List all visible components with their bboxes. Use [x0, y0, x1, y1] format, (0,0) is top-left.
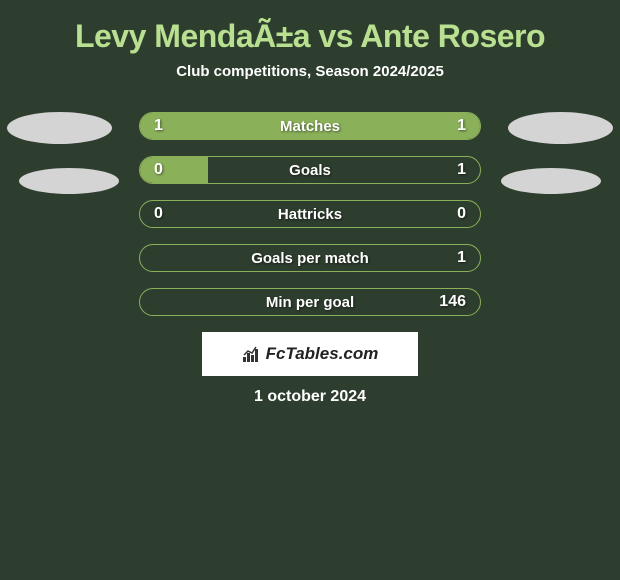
season-subtitle: Club competitions, Season 2024/2025 — [0, 63, 620, 80]
stat-right-value: 0 — [457, 205, 466, 223]
stat-right-value: 1 — [457, 161, 466, 179]
chart-icon — [242, 345, 262, 363]
comparison-title: Levy MendaÃ±a vs Ante Rosero — [0, 0, 620, 63]
player-ellipse-left-2 — [19, 168, 119, 194]
stat-right-value: 146 — [439, 293, 466, 311]
player-ellipse-right-1 — [508, 112, 613, 144]
stat-right-value: 1 — [457, 117, 466, 135]
stat-right-value: 1 — [457, 249, 466, 267]
logo-box[interactable]: FcTables.com — [202, 332, 418, 376]
stat-fill — [140, 157, 208, 183]
stat-row-goals: 0 Goals 1 — [139, 156, 481, 184]
stats-container: 1 Matches 1 0 Goals 1 0 Hattricks 0 Goal… — [0, 112, 620, 316]
stat-row-min-per-goal: Min per goal 146 — [139, 288, 481, 316]
stat-left-value: 0 — [154, 205, 163, 223]
stat-label: Min per goal — [266, 294, 354, 311]
stat-left-value: 0 — [154, 161, 163, 179]
stat-label: Matches — [280, 118, 340, 135]
stat-label: Hattricks — [278, 206, 342, 223]
player-ellipse-left-1 — [7, 112, 112, 144]
stat-label: Goals — [289, 162, 331, 179]
stat-label: Goals per match — [251, 250, 369, 267]
stat-row-matches: 1 Matches 1 — [139, 112, 481, 140]
stat-row-hattricks: 0 Hattricks 0 — [139, 200, 481, 228]
stat-left-value: 1 — [154, 117, 163, 135]
logo-text: FcTables.com — [266, 344, 379, 364]
stat-row-goals-per-match: Goals per match 1 — [139, 244, 481, 272]
date-label: 1 october 2024 — [0, 388, 620, 406]
player-ellipse-right-2 — [501, 168, 601, 194]
